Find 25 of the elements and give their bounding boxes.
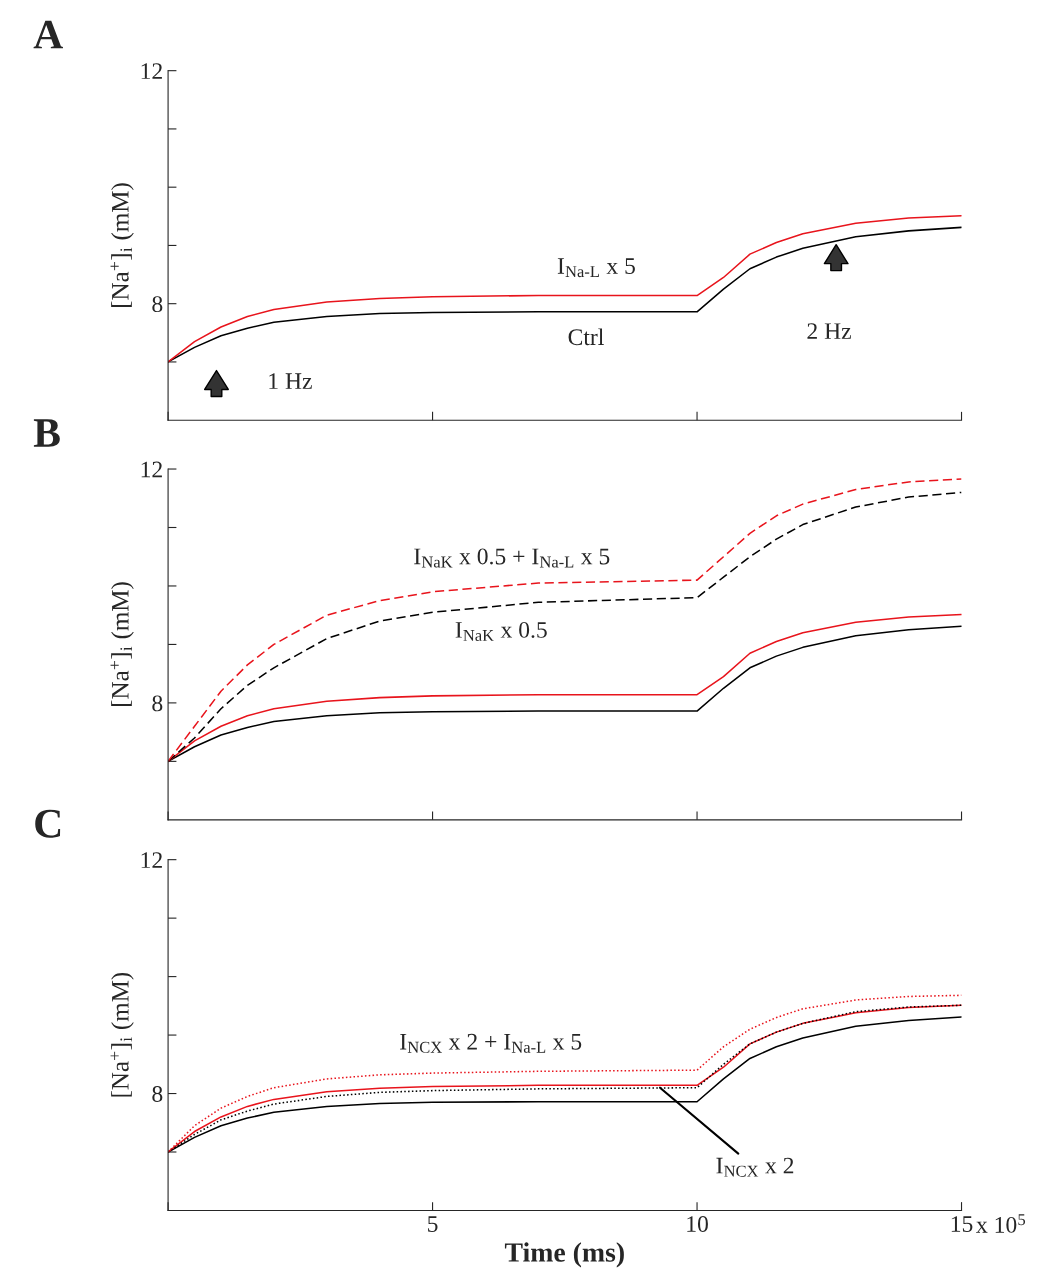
annotation: I$_{NCX}$ x 2 [716, 1157, 794, 1177]
y-tick-label: 8 [152, 296, 163, 313]
annotation: I$_{NCX}$ x 2 + I$_{Na-L}$ x 5 [400, 1033, 582, 1053]
x-tick-label: 10 [687, 1216, 708, 1232]
chart-title: C [35, 809, 61, 838]
x-tick-label: 5 [428, 1216, 438, 1232]
chart-title: B [33, 419, 60, 447]
y-tick-label: 8 [152, 1086, 163, 1102]
annotation: I$_{NaK}$ x 0.5 + I$_{Na-L}$ x 5 [414, 548, 610, 568]
y-axis-title: [Na$^{+}$]$_{i}$ (mM) [110, 183, 134, 307]
y-axis-title: [Na$^{+}$]$_{i}$ (mM) [110, 972, 134, 1097]
annotation: 2 Hz [807, 323, 851, 339]
y-tick-label: 8 [152, 695, 163, 712]
y-tick-label: 12 [141, 63, 162, 79]
annotation: I$_{NaK}$ x 0.5 [455, 621, 547, 642]
x-axis-title: Time (ms) [504, 1242, 624, 1268]
text: x 10$^{5}$ [976, 1214, 1026, 1233]
annotation: Ctrl [568, 328, 604, 346]
y-tick-label: 12 [141, 461, 162, 478]
y-tick-label: 12 [141, 852, 162, 868]
annotation: I$_{Na-L}$ x 5 [557, 258, 635, 278]
x-tick-label: 15 [951, 1216, 973, 1232]
chart-title: A [33, 20, 63, 49]
y-axis-title: [Na$^{+}$]$_{i}$ (mM) [110, 582, 134, 706]
annotation: 1 Hz [269, 373, 312, 389]
